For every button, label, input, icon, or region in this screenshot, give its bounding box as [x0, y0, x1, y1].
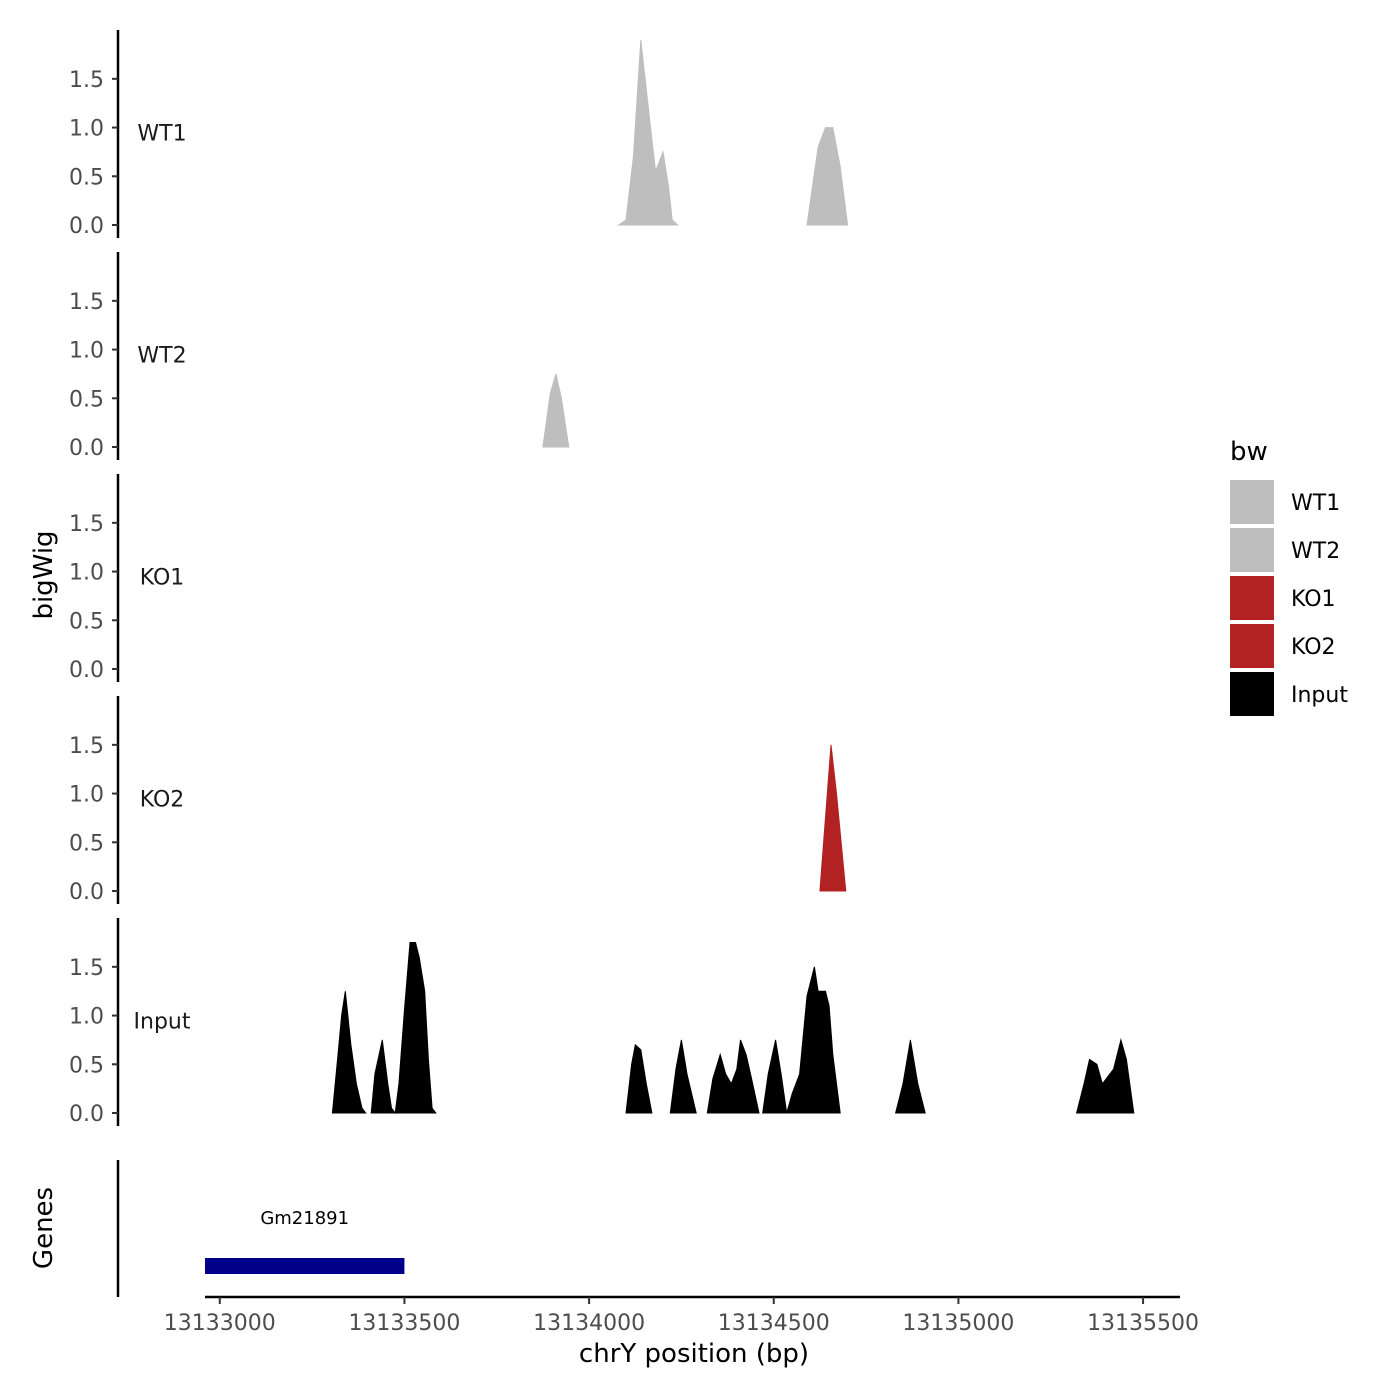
- genes-axis-title: Genes: [29, 1187, 59, 1269]
- coverage-peak-input: [625, 1043, 653, 1114]
- y-tick-label: 0.0: [69, 1102, 104, 1127]
- y-tick-label: 1.5: [69, 68, 104, 93]
- gene-panel: Gm21891: [116, 1160, 405, 1297]
- track-label-ko2: KO2: [140, 787, 185, 812]
- y-axis-title: bigWig: [29, 530, 59, 619]
- legend-label-ko1: KO1: [1291, 587, 1336, 612]
- track-panel-wt2: 0.0 0.5 1.0 1.5 WT2: [69, 252, 570, 461]
- track-label-ko1: KO1: [140, 565, 185, 590]
- x-axis: 13133000 13133500 13134000 13134500 13135000…: [164, 1295, 1199, 1336]
- y-tick-label: 0.0: [69, 658, 104, 683]
- track-label-input: Input: [134, 1009, 191, 1034]
- y-tick-label: 1.5: [69, 956, 104, 981]
- coverage-peak-input: [669, 1039, 697, 1114]
- legend-label-wt1: WT1: [1291, 491, 1340, 516]
- y-tick-label: 0.0: [69, 880, 104, 905]
- x-tick-label: 13135500: [1087, 1311, 1199, 1336]
- y-tick-label: 1.0: [69, 1005, 104, 1030]
- coverage-peak-wt1: [806, 127, 849, 226]
- legend-label-ko2: KO2: [1291, 635, 1336, 660]
- y-tick-label: 0.0: [69, 214, 104, 239]
- legend: bw WT1 WT2 KO1 KO2 Input: [1230, 437, 1348, 716]
- legend-swatch-ko1: [1230, 576, 1274, 620]
- coverage-peak-input: [762, 966, 841, 1114]
- coverage-peak-input: [370, 942, 437, 1115]
- x-tick-label: 13133500: [348, 1311, 460, 1336]
- legend-swatch-wt1: [1230, 480, 1274, 524]
- y-tick-label: 0.5: [69, 1053, 104, 1078]
- legend-label-input: Input: [1291, 683, 1348, 708]
- legend-swatch-wt2: [1230, 528, 1274, 572]
- y-tick-label: 1.5: [69, 512, 104, 537]
- coverage-peak-wt1: [616, 39, 680, 226]
- track-panel-ko1: 0.0 0.5 1.0 1.5 KO1: [69, 474, 184, 683]
- legend-title: bw: [1230, 437, 1268, 467]
- y-tick-label: 0.0: [69, 436, 104, 461]
- coverage-peak-input: [706, 1039, 760, 1114]
- y-tick-label: 0.5: [69, 165, 104, 190]
- x-tick-label: 13134000: [533, 1311, 645, 1336]
- coverage-peak-input: [1075, 1037, 1135, 1114]
- y-tick-label: 1.0: [69, 783, 104, 808]
- x-tick-label: 13135000: [902, 1311, 1014, 1336]
- y-tick-label: 1.5: [69, 734, 104, 759]
- y-tick-label: 0.5: [69, 609, 104, 634]
- x-tick-label: 13133000: [164, 1311, 276, 1336]
- y-tick-label: 0.5: [69, 831, 104, 856]
- track-panels: 0.0 0.5 1.0 1.5 WT1 0.0 0.5 1.0 1.5 WT2 0.0 0.5 1.0 1…: [69, 30, 1135, 1127]
- y-tick-label: 1.0: [69, 339, 104, 364]
- track-panel-wt1: 0.0 0.5 1.0 1.5 WT1: [69, 30, 849, 239]
- track-panel-ko2: 0.0 0.5 1.0 1.5 KO2: [69, 696, 847, 905]
- x-tick-label: 13134500: [718, 1311, 830, 1336]
- coverage-peak-ko2: [819, 744, 847, 892]
- gene-label-gm21891: Gm21891: [260, 1208, 349, 1229]
- legend-swatch-ko2: [1230, 624, 1274, 668]
- coverage-peak-input: [894, 1039, 926, 1114]
- y-tick-label: 1.0: [69, 561, 104, 586]
- x-axis-title: chrY position (bp): [579, 1339, 809, 1369]
- y-tick-label: 0.5: [69, 387, 104, 412]
- gene-body-gm21891: [205, 1258, 405, 1274]
- coverage-peak-wt2: [542, 373, 570, 448]
- track-panel-input: 0.0 0.5 1.0 1.5 Input: [69, 918, 1135, 1127]
- track-label-wt2: WT2: [137, 343, 186, 368]
- y-tick-label: 1.0: [69, 117, 104, 142]
- legend-label-wt2: WT2: [1291, 539, 1340, 564]
- legend-swatch-input: [1230, 672, 1274, 716]
- coverage-peak-input: [331, 991, 367, 1114]
- track-label-wt1: WT1: [137, 121, 186, 146]
- y-tick-label: 1.5: [69, 290, 104, 315]
